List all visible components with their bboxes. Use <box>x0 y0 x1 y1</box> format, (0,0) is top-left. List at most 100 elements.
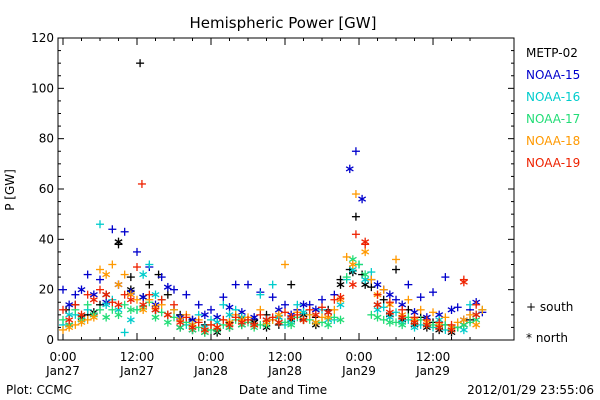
north-point <box>459 315 468 325</box>
south-point <box>410 313 419 322</box>
south-point <box>478 305 487 314</box>
north-point <box>77 318 86 327</box>
south-point <box>281 318 290 327</box>
south-point <box>59 285 67 294</box>
south-point <box>342 252 351 261</box>
south-point <box>379 303 388 312</box>
south-point <box>133 263 142 272</box>
north-point <box>373 300 382 309</box>
south-point <box>59 305 67 314</box>
south-point <box>120 227 129 236</box>
south-point <box>71 320 80 329</box>
north-point <box>151 290 160 299</box>
north-point <box>139 270 148 279</box>
north-point <box>311 318 320 327</box>
north-point <box>225 320 234 330</box>
x-tick-time-label: 0:00 <box>198 350 225 364</box>
south-point <box>207 320 216 329</box>
south-point <box>447 320 456 329</box>
south-point <box>392 255 401 264</box>
north-point <box>188 323 197 332</box>
north-point <box>225 310 234 320</box>
south-point <box>71 300 80 309</box>
south-point <box>256 320 265 329</box>
y-tick-label: 60 <box>39 182 54 196</box>
south-point <box>145 290 154 299</box>
south-point <box>441 273 450 282</box>
south-point <box>182 313 191 322</box>
south-point <box>373 290 382 299</box>
footer-plot-credit: Plot: CCMC <box>6 383 72 397</box>
x-tick-time-label: 12:00 <box>120 350 155 364</box>
south-point <box>330 305 339 314</box>
south-point <box>96 220 105 229</box>
legend-entry: METP-02 <box>526 46 578 60</box>
north-point <box>114 300 123 309</box>
legend-entry: NOAA-15 <box>526 68 580 82</box>
legend-entry: NOAA-19 <box>526 156 580 170</box>
south-point <box>108 298 117 307</box>
north-point <box>287 320 296 330</box>
south-point <box>256 310 265 319</box>
north-point <box>89 313 98 322</box>
south-point <box>392 265 401 274</box>
south-point <box>453 303 462 312</box>
south-point <box>293 310 302 319</box>
south-point <box>170 285 179 294</box>
y-tick-label: 80 <box>39 132 54 146</box>
north-point <box>274 310 283 320</box>
south-point <box>392 318 401 327</box>
north-point <box>336 293 345 302</box>
x-tick-date-label: Jan29 <box>341 364 376 378</box>
legend-entry: NOAA-18 <box>526 134 580 148</box>
north-point <box>447 305 456 314</box>
south-point <box>429 288 438 297</box>
north-point <box>385 318 394 327</box>
north-point <box>398 313 407 322</box>
south-point <box>194 318 203 327</box>
y-axis-label: P [GW] <box>3 169 17 211</box>
south-point <box>133 295 142 304</box>
south-point <box>342 273 351 282</box>
south-point <box>96 285 105 294</box>
south-point <box>459 275 468 284</box>
south-point <box>392 308 401 317</box>
south-point <box>305 305 314 314</box>
north-point <box>163 310 172 320</box>
x-tick-date-label: Jan28 <box>193 364 228 378</box>
south-point <box>219 293 228 302</box>
north-point <box>139 293 148 302</box>
north-point <box>262 315 271 325</box>
south-point <box>404 280 413 289</box>
south-point <box>157 295 166 304</box>
y-tick-label: 100 <box>31 81 54 95</box>
south-point <box>231 280 240 289</box>
south-point <box>108 260 117 269</box>
chart-title: Hemispheric Power [GW] <box>190 14 377 32</box>
north-point <box>299 308 308 317</box>
legend-entry: NOAA-17 <box>526 112 580 126</box>
north-point <box>250 320 259 330</box>
south-point <box>182 290 191 299</box>
north-point <box>472 310 481 320</box>
south-point <box>71 290 80 299</box>
north-point <box>200 325 209 335</box>
north-point <box>336 315 345 325</box>
south-point <box>379 295 388 304</box>
south-point <box>281 300 290 309</box>
south-point <box>281 260 290 269</box>
south-point <box>219 300 228 309</box>
north-point <box>114 280 123 289</box>
south-point <box>351 190 360 199</box>
south-point <box>268 293 277 302</box>
x-tick-time-label: 12:00 <box>268 350 303 364</box>
south-point <box>120 328 129 337</box>
legend: METP-02 NOAA-15 NOAA-16 NOAA-17 NOAA-18 NOAA-… <box>526 46 580 170</box>
south-point <box>114 240 123 249</box>
south-point <box>157 308 166 317</box>
north-point <box>398 320 407 330</box>
south-point <box>330 295 339 304</box>
y-tick-label: 20 <box>39 283 54 297</box>
north-point <box>250 313 259 322</box>
